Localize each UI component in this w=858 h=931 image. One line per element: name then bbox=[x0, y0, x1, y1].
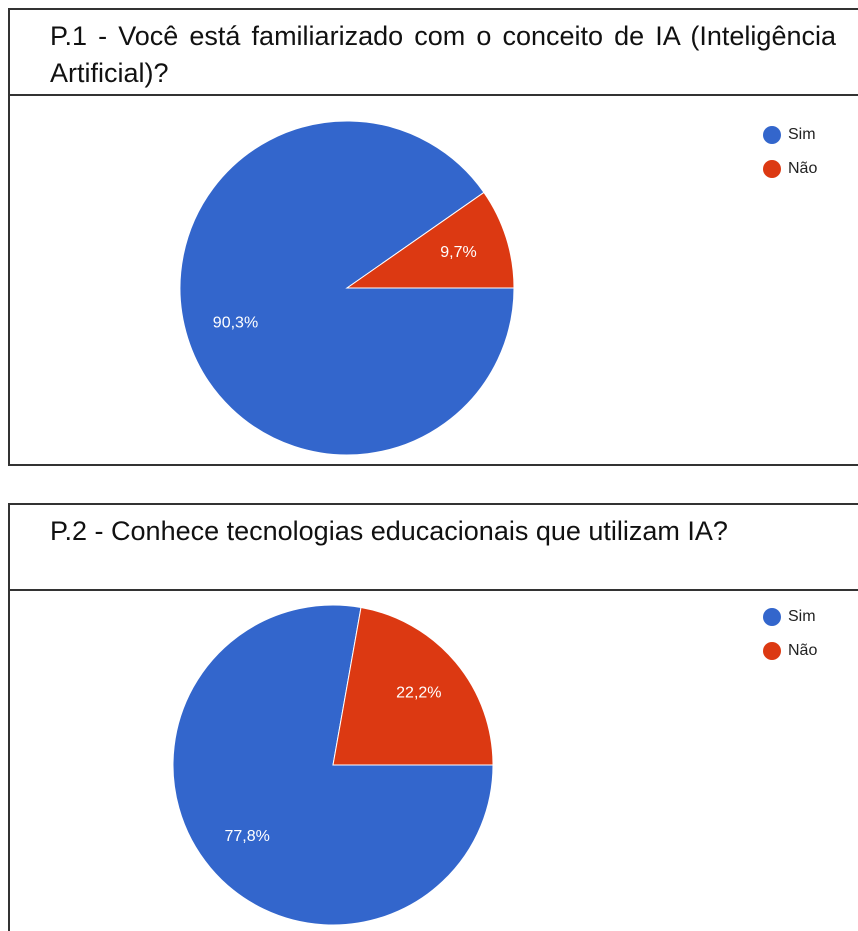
chart: 90,3% 9,7% Sim Não bbox=[179, 120, 817, 456]
legend-label: Não bbox=[788, 160, 817, 177]
data-label: 9,7% bbox=[440, 244, 476, 261]
chart-panel: P.2 - Conhece tecnologias educacionais q… bbox=[8, 503, 858, 931]
legend-swatch bbox=[763, 160, 781, 178]
chart-title: P.1 - Você está familiarizado com o conc… bbox=[10, 10, 858, 96]
data-label: 77,8% bbox=[224, 828, 269, 845]
legend-swatch bbox=[763, 642, 781, 660]
pie-slice bbox=[332, 606, 494, 766]
data-label: 22,2% bbox=[396, 684, 441, 701]
chart: 77,8% 22,2% Sim Não bbox=[172, 604, 817, 926]
data-label: 90,3% bbox=[213, 314, 258, 331]
legend-swatch bbox=[763, 126, 781, 144]
legend-label: Sim bbox=[788, 126, 816, 143]
chart-title: P.2 - Conhece tecnologias educacionais q… bbox=[10, 505, 858, 591]
legend-swatch bbox=[763, 608, 781, 626]
legend-label: Sim bbox=[788, 608, 816, 625]
legend-label: Não bbox=[788, 642, 817, 659]
chart-panel: P.1 - Você está familiarizado com o conc… bbox=[8, 8, 858, 466]
pie-slice bbox=[345, 191, 515, 289]
